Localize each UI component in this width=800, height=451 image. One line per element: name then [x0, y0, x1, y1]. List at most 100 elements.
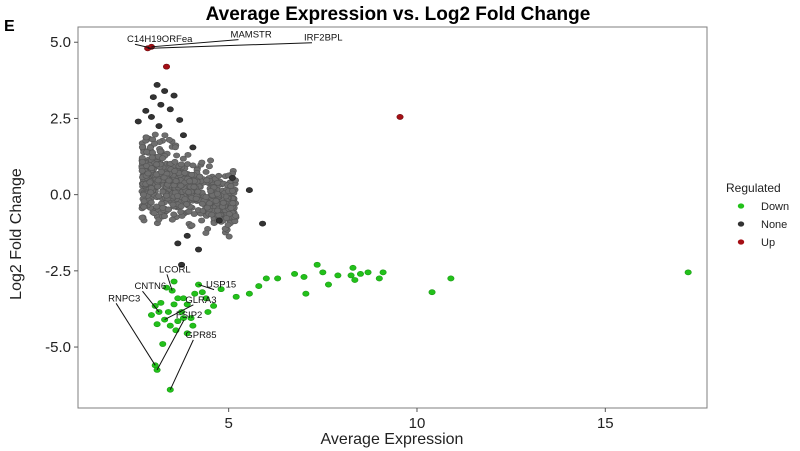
annotation-line: [156, 319, 185, 371]
none-point: [228, 188, 236, 194]
down-point: [347, 272, 355, 279]
annotation-line: [198, 284, 215, 291]
down-point: [170, 278, 178, 285]
none-point: [170, 92, 178, 99]
down-point: [302, 290, 310, 297]
none-point: [202, 194, 210, 200]
none-point: [153, 203, 161, 210]
down-point: [291, 270, 299, 277]
legend-key-up: [737, 239, 745, 245]
none-point: [155, 123, 163, 129]
gene-label: RNPC3: [108, 293, 140, 304]
y-tick-label: -5.0: [45, 339, 71, 356]
down-point: [274, 275, 282, 282]
none-point: [177, 203, 185, 210]
none-point: [207, 188, 215, 194]
down-point: [187, 315, 195, 321]
none-point: [229, 200, 237, 207]
annotation-line: [134, 43, 150, 49]
none-point: [148, 149, 156, 156]
none-point: [227, 205, 235, 211]
down-point: [349, 264, 357, 271]
none-point: [148, 165, 156, 172]
none-point: [227, 183, 235, 189]
none-point: [138, 167, 146, 174]
down-point: [300, 274, 308, 280]
down-point: [356, 270, 364, 277]
legend-key-down: [737, 203, 745, 209]
none-point: [172, 178, 180, 184]
down-point: [183, 301, 191, 308]
y-tick-label: 0.0: [50, 187, 71, 204]
down-point: [174, 295, 182, 302]
down-point: [164, 309, 172, 315]
none-point: [259, 220, 267, 227]
none-point: [186, 178, 194, 185]
down-point: [232, 293, 240, 300]
none-point: [188, 222, 196, 229]
gene-label: MAMSTR: [231, 30, 272, 41]
none-point: [179, 132, 187, 139]
none-point: [194, 188, 202, 195]
none-point: [150, 140, 158, 147]
chart-title: Average Expression vs. Log2 Fold Change: [206, 4, 591, 25]
none-point: [171, 168, 179, 174]
none-point: [165, 206, 173, 213]
y-tick-label: 5.0: [50, 34, 71, 51]
none-point: [203, 204, 211, 211]
none-point: [219, 199, 227, 206]
down-point: [189, 322, 197, 329]
none-point: [212, 198, 220, 204]
none-point: [181, 170, 189, 176]
none-point: [159, 155, 167, 162]
gene-label: GLRA3: [185, 295, 216, 306]
up-point: [396, 114, 404, 120]
x-axis: 5 10 15: [224, 408, 614, 432]
none-point: [198, 159, 206, 166]
none-point: [151, 131, 159, 138]
none-point: [177, 161, 185, 168]
annotation-line: [166, 274, 173, 291]
none-point: [147, 114, 155, 120]
x-tick-label: 15: [597, 415, 614, 432]
none-point: [168, 216, 176, 223]
none-point: [149, 94, 157, 101]
down-point: [202, 295, 210, 302]
down-point: [170, 301, 178, 308]
none-point: [189, 162, 197, 169]
down-point: [334, 272, 342, 279]
down-point: [364, 269, 372, 276]
none-point: [170, 211, 178, 218]
down-point: [183, 330, 191, 337]
none-point: [161, 132, 169, 139]
none-point: [173, 152, 181, 159]
none-point: [181, 196, 189, 203]
annotation-line: [169, 339, 194, 390]
none-point: [203, 177, 211, 184]
none-point: [176, 117, 184, 123]
none-point: [177, 182, 185, 189]
series-down: [147, 261, 692, 393]
none-point: [223, 215, 231, 221]
none-point: [163, 192, 171, 199]
legend-label-up: Up: [761, 237, 775, 249]
annotation-line: [115, 303, 156, 366]
none-point: [224, 222, 232, 228]
none-point: [153, 161, 161, 168]
none-point: [140, 198, 148, 205]
none-point: [165, 136, 173, 143]
gene-label: LCORL: [159, 264, 191, 275]
x-tick-label: 5: [224, 415, 232, 432]
annotation-line: [142, 290, 160, 313]
none-point: [207, 157, 215, 164]
none-point: [192, 195, 200, 202]
none-point: [202, 169, 210, 175]
gene-label: USP15: [206, 280, 236, 291]
none-point: [174, 240, 182, 247]
none-point: [147, 199, 155, 206]
x-tick-label: 10: [409, 415, 426, 432]
down-point: [262, 275, 270, 282]
none-point: [153, 82, 161, 88]
none-point: [188, 171, 196, 178]
